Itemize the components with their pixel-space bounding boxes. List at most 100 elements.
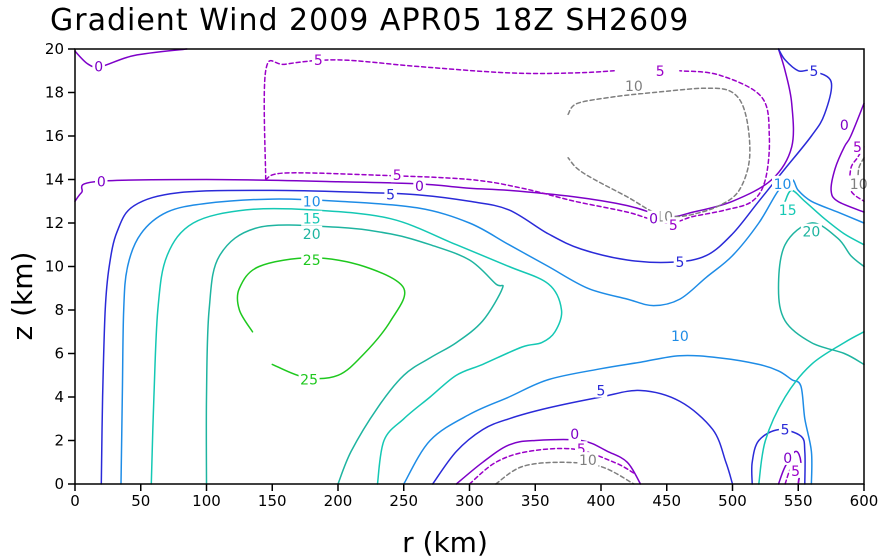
x-tick-label: 250 bbox=[389, 492, 418, 510]
contour-neg5-10 bbox=[468, 447, 635, 485]
contour-label: 5 bbox=[675, 255, 684, 271]
contour-label: 0 bbox=[570, 427, 579, 443]
y-axis-title: z (km) bbox=[6, 252, 39, 341]
contour-label: 25 bbox=[303, 253, 321, 269]
y-tick-label: 4 bbox=[54, 388, 64, 406]
y-tick-label: 12 bbox=[45, 214, 64, 232]
contour-label: 15 bbox=[303, 212, 321, 228]
y-axis: 0 2 4 6 8 10 12 14 16 18 20 bbox=[45, 40, 75, 493]
contour-label: 5 bbox=[791, 464, 800, 480]
contour-pos0-8 bbox=[455, 438, 642, 485]
contour-label: 5 bbox=[656, 64, 665, 80]
contour-label-bg bbox=[800, 223, 822, 239]
contour-pos10-17 bbox=[403, 354, 813, 485]
y-tick-label: 10 bbox=[45, 258, 64, 276]
contour-label-bg bbox=[778, 421, 792, 437]
contour-label: 10 bbox=[671, 329, 689, 345]
contour-label: 0 bbox=[840, 118, 849, 134]
y-tick-label: 14 bbox=[45, 171, 64, 189]
contour-pos0-0 bbox=[74, 48, 188, 68]
contour-label: 5 bbox=[597, 384, 606, 400]
contour-label-bg bbox=[390, 167, 404, 183]
contour-pos5-5 bbox=[100, 48, 833, 485]
x-tick-label: 500 bbox=[718, 492, 747, 510]
contour-label-bg bbox=[772, 175, 793, 191]
x-tick-label: 150 bbox=[258, 492, 287, 510]
x-tick-label: 50 bbox=[131, 492, 150, 510]
contour-label: 10 bbox=[579, 453, 597, 469]
contour-label: 15 bbox=[779, 203, 797, 219]
contour-label: 20 bbox=[802, 225, 820, 241]
contour-label: 0 bbox=[97, 175, 106, 191]
contour-pos5-7 bbox=[750, 428, 806, 485]
x-tick-label: 200 bbox=[324, 492, 353, 510]
contour-label-bg bbox=[647, 210, 660, 226]
contour-label: 0 bbox=[649, 212, 658, 228]
contour-label: 5 bbox=[314, 53, 323, 69]
contour-label-bg bbox=[594, 382, 608, 398]
x-tick-label: 600 bbox=[850, 492, 879, 510]
contour-pos0-13 bbox=[830, 102, 865, 213]
contour-label-bg bbox=[298, 371, 320, 387]
contour-label: 10 bbox=[625, 79, 643, 95]
contour-label: 0 bbox=[94, 59, 103, 75]
x-tick-label: 0 bbox=[70, 492, 80, 510]
contour-label-bg bbox=[777, 201, 799, 217]
contour-label: 5 bbox=[393, 168, 402, 184]
x-axis-title: r (km) bbox=[402, 526, 488, 559]
contour-label: 5 bbox=[781, 423, 790, 439]
contour-label-bg bbox=[669, 328, 691, 344]
contour-label-bg bbox=[312, 51, 325, 67]
y-tick-label: 20 bbox=[45, 40, 64, 58]
contour-label-bg bbox=[384, 186, 397, 202]
contour-pos20-21 bbox=[205, 224, 504, 485]
contour-pos10-16 bbox=[120, 178, 865, 485]
contour-neg5-14 bbox=[848, 146, 865, 203]
contour-label-bg bbox=[781, 449, 794, 465]
contour-neg5-2 bbox=[263, 59, 615, 181]
y-tick-label: 18 bbox=[45, 84, 64, 102]
contour-label-bg bbox=[577, 452, 599, 468]
x-tick-label: 100 bbox=[192, 492, 221, 510]
contour-pos15-19 bbox=[758, 331, 865, 485]
contour-pos25-23 bbox=[236, 257, 406, 380]
chart-title: Gradient Wind 2009 APR05 18Z SH2609 bbox=[50, 3, 689, 38]
contour-label: 10 bbox=[774, 177, 792, 193]
contour-label: 5 bbox=[853, 140, 862, 156]
contour-label-bg bbox=[667, 217, 680, 233]
y-tick-label: 2 bbox=[54, 432, 64, 450]
contour-neg5-3 bbox=[264, 70, 771, 224]
x-tick-label: 400 bbox=[587, 492, 616, 510]
contour-label-bg bbox=[851, 138, 864, 154]
contour-label-bg bbox=[789, 462, 802, 478]
contour-label: 0 bbox=[783, 451, 792, 467]
contour-label: 5 bbox=[669, 218, 678, 234]
x-tick-label: 350 bbox=[521, 492, 550, 510]
contour-label: 0 bbox=[415, 179, 424, 195]
contour-label: 5 bbox=[386, 188, 395, 204]
contour-pos15-18 bbox=[150, 207, 563, 485]
contour-pos0-1 bbox=[74, 48, 795, 218]
contour-pos5-6 bbox=[431, 389, 734, 485]
contour-label: 25 bbox=[300, 373, 318, 389]
x-axis: 0 50 100 150 200 250 300 350 400 450 500 550 600 bbox=[70, 484, 878, 510]
contour-label-bg bbox=[653, 62, 667, 78]
contour-label-bg bbox=[95, 173, 108, 189]
contour-label-bg bbox=[807, 62, 821, 78]
y-tick-label: 16 bbox=[45, 127, 64, 145]
y-tick-label: 8 bbox=[54, 301, 64, 319]
contour-label-bg bbox=[301, 225, 323, 241]
y-tick-label: 6 bbox=[54, 345, 64, 363]
contour-neg10-4 bbox=[567, 87, 751, 218]
contour-label-bg bbox=[301, 210, 323, 226]
contour-label: 10 bbox=[303, 194, 321, 210]
contour-label-bg bbox=[92, 58, 105, 74]
contour-label-bg bbox=[568, 426, 581, 441]
x-tick-label: 450 bbox=[652, 492, 681, 510]
x-tick-label: 300 bbox=[455, 492, 484, 510]
contour-label-bg bbox=[413, 178, 426, 193]
x-tick-label: 550 bbox=[784, 492, 813, 510]
contour-label-bg bbox=[623, 78, 645, 93]
